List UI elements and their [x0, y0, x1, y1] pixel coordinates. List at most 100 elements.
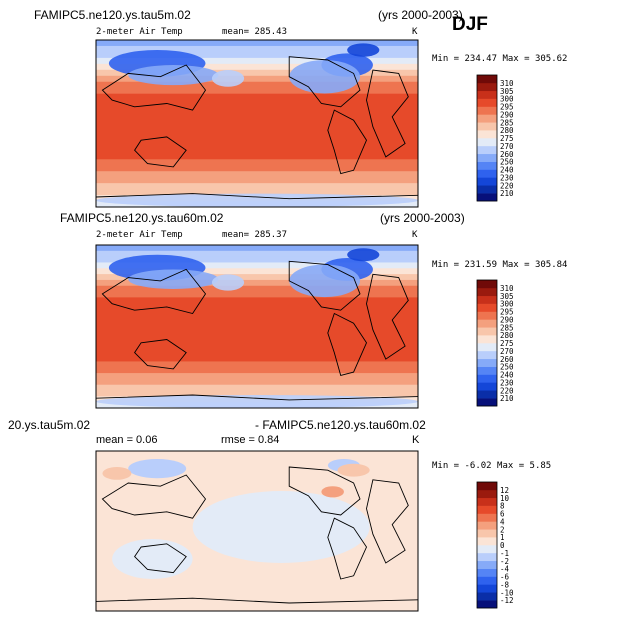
colorbar-frame — [476, 279, 498, 407]
colorbar-tick-label: 0 — [500, 541, 505, 550]
colorbar-tick-label: 285 — [500, 323, 514, 332]
temperature-band — [96, 93, 418, 101]
temperature-band — [96, 297, 418, 304]
anomaly-region — [321, 486, 344, 498]
temperature-band — [96, 373, 418, 380]
colorbar-swatch — [477, 513, 497, 522]
colorbar-tick-label: 275 — [500, 339, 514, 348]
coastline — [366, 69, 409, 158]
temperature-band — [96, 268, 418, 275]
temperature-band — [96, 57, 418, 65]
coastline — [327, 517, 368, 580]
panel-3-mean: mean = 0.06 — [96, 434, 158, 446]
colorbar-swatch — [477, 335, 497, 344]
colorbar-swatch — [477, 576, 497, 585]
temperature-band — [96, 309, 418, 316]
colorbar-tick-label: 210 — [500, 189, 514, 198]
colorbar-frame — [476, 74, 498, 202]
temperature-band — [96, 332, 418, 339]
map-frame-2 — [95, 244, 419, 409]
colorbar-tick-label: 250 — [500, 363, 514, 372]
colorbar-swatch — [477, 106, 497, 115]
cold-region — [211, 274, 245, 291]
cold-region — [128, 269, 219, 290]
colorbar-swatch — [477, 295, 497, 304]
colorbar-swatch — [477, 482, 497, 491]
temperature-band — [96, 111, 418, 119]
temperature-band — [96, 320, 418, 328]
colorbar-tick-label: -6 — [500, 573, 510, 582]
colorbar-swatch — [477, 185, 497, 194]
temperature-band — [96, 367, 418, 374]
colorbar-swatch — [477, 98, 497, 107]
colorbar-swatch — [477, 177, 497, 186]
colorbar-swatch — [477, 584, 497, 593]
colorbar-frame — [476, 481, 498, 609]
panel-3-rmse: rmse = 0.84 — [221, 434, 280, 446]
coastline — [288, 466, 361, 516]
temperature-band — [96, 123, 418, 131]
colorbar-tick-label: -10 — [500, 588, 514, 597]
temperature-band — [96, 245, 418, 252]
colorbar-swatch — [477, 358, 497, 367]
temperature-band — [96, 75, 418, 83]
anomaly-region — [102, 467, 132, 480]
panel-2-case-title: FAMIPC5.ne120.ys.tau60m.02 — [60, 211, 224, 225]
colorbar-swatch — [477, 145, 497, 155]
colorbar-swatch — [477, 600, 497, 609]
colorbar-swatch — [477, 287, 497, 297]
colorbar-tick-label: 260 — [500, 355, 514, 364]
colorbar-swatch — [477, 560, 497, 569]
temperature-band — [96, 45, 418, 53]
season-label: DJF — [452, 14, 488, 35]
colorbar-tick-label: 250 — [500, 158, 514, 167]
coastline — [96, 597, 418, 604]
colorbar-swatch — [477, 75, 497, 84]
colorbar-tick-label: -8 — [500, 580, 510, 589]
map-panel-1 — [96, 40, 418, 207]
colorbar-tick-label: 300 — [500, 300, 514, 309]
temperature-band — [96, 129, 418, 137]
colorbar-tick-label: 220 — [500, 386, 514, 395]
colorbar-swatch — [477, 327, 497, 336]
temperature-band — [96, 153, 418, 160]
panel-3-subtract-title: - FAMIPC5.ne120.ys.tau60m.02 — [255, 418, 426, 432]
temperature-band — [96, 81, 418, 89]
temperature-band — [96, 87, 418, 95]
colorbar-tick-label: 280 — [500, 126, 514, 135]
colorbar-swatch — [477, 505, 497, 514]
colorbar-tick-label: -1 — [500, 549, 509, 558]
colorbar-swatch — [477, 303, 497, 312]
colorbar-swatch — [477, 592, 497, 601]
temperature-band — [96, 183, 418, 190]
anomaly-region — [112, 539, 193, 579]
temperature-band — [96, 326, 418, 333]
colorbar-swatch — [477, 114, 497, 123]
coastline — [96, 193, 418, 200]
panel-2-units: K — [412, 230, 418, 240]
temperature-band — [96, 147, 418, 154]
coastline — [366, 479, 409, 564]
colorbar-tick-label: 1 — [500, 533, 505, 542]
panel-1-mean: mean= 285.43 — [222, 27, 288, 37]
temperature-band — [96, 274, 418, 281]
temperature-band — [96, 355, 418, 363]
coastline — [134, 136, 187, 168]
colorbar-tick-label: 290 — [500, 315, 514, 324]
anomaly-region — [192, 491, 370, 563]
temperature-band — [96, 135, 418, 142]
coastline — [288, 56, 361, 108]
temperature-band — [96, 63, 418, 71]
panel-2-minmax: Min = 231.59 Max = 305.84 — [432, 260, 568, 270]
colorbar-swatch — [477, 382, 497, 391]
colorbar-swatch — [477, 489, 497, 499]
coastline — [101, 474, 207, 519]
map-frame-1 — [95, 39, 419, 208]
coastline — [327, 312, 368, 376]
colorbar-tick-label: 305 — [500, 87, 514, 96]
temperature-band — [96, 177, 418, 184]
temperature-band — [96, 189, 418, 196]
colorbar-tick-label: 300 — [500, 95, 514, 104]
cold-region — [289, 264, 361, 298]
